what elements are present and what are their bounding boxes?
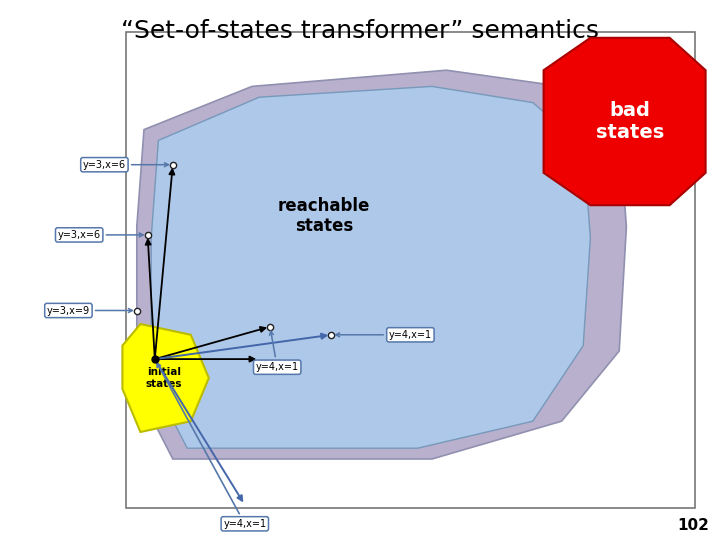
Text: y=3,x=9: y=3,x=9 [47,306,132,315]
Text: reachable
states: reachable states [278,197,370,235]
FancyBboxPatch shape [126,32,695,508]
Text: 102: 102 [678,518,709,533]
Text: y=3,x=6: y=3,x=6 [58,230,143,240]
Text: y=4,x=1: y=4,x=1 [157,363,266,529]
Text: y=4,x=1: y=4,x=1 [256,331,299,372]
Text: y=3,x=6: y=3,x=6 [83,160,168,170]
Text: “Set-of-states transformer” semantics: “Set-of-states transformer” semantics [121,19,599,43]
Text: bad
states: bad states [596,101,664,142]
Text: initial
states: initial states [146,367,182,389]
Polygon shape [544,38,706,205]
Text: y=4,x=1: y=4,x=1 [336,330,432,340]
Polygon shape [122,324,209,432]
Polygon shape [151,86,590,448]
Polygon shape [137,70,626,459]
